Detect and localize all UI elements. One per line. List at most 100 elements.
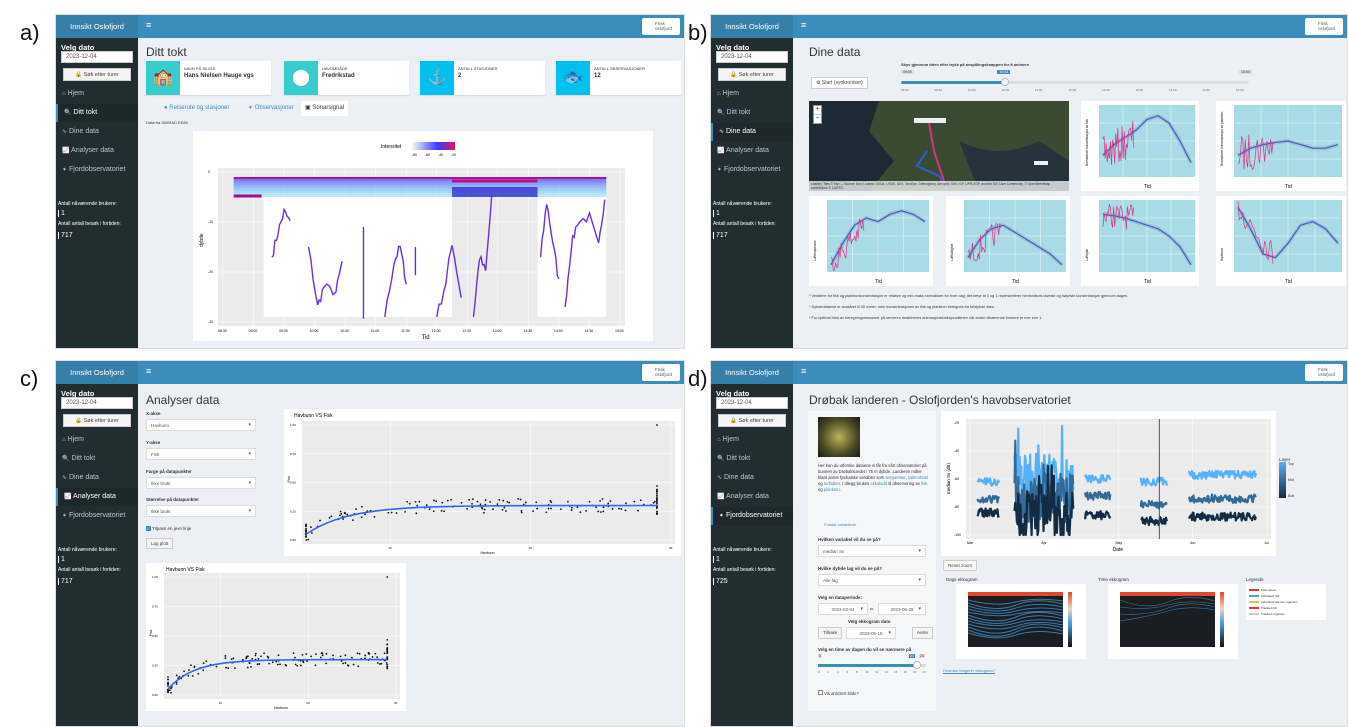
info-box: 🐟 Antall observasjoner 12 [556, 61, 681, 95]
echogram-help-link[interactable]: Hvordan fungerer ekkogram? [943, 668, 996, 673]
sidebar-item-ditt-tokt[interactable]: 🔍 Ditt tokt [711, 104, 793, 122]
reset-zoom-button[interactable]: Reset zoom [943, 560, 978, 571]
sidebar-item-dine-data[interactable]: ∿ Dine data [56, 469, 138, 487]
brand-logo: Frisk oslofjord [642, 364, 680, 381]
sidebar-item-ditt-tokt[interactable]: 🔍 Ditt tokt [711, 450, 793, 468]
x-axis-select[interactable]: Havbunn [146, 419, 256, 431]
link-saltinnhold[interactable]: saltinnhold [907, 475, 928, 480]
info-box-label: Navn på skole [184, 66, 216, 71]
menu-toggle-icon[interactable]: ≡ [146, 20, 152, 30]
link-ekkolodd[interactable]: ekkolodd [870, 481, 888, 486]
size-select[interactable]: Ikke brukt [146, 505, 256, 517]
menu-toggle-icon[interactable]: ≡ [146, 366, 152, 376]
sidebar-item-ditt-tokt[interactable]: 🔍 Ditt tokt [56, 104, 138, 122]
explain-variables-link[interactable]: Forklar variablene [824, 522, 857, 527]
search-trips-button[interactable]: 🔒 Søk etter turer [63, 414, 131, 427]
y-tick-label: 1.00 [152, 575, 158, 579]
time-series-chart: Tid Luftfuktighet [946, 196, 1070, 286]
color-select[interactable]: Ikke brukt [146, 477, 256, 489]
sidebar-item-dine-data[interactable]: ∿ Dine data [711, 469, 793, 487]
data-point [386, 647, 389, 649]
data-point [259, 655, 262, 658]
data-point [602, 506, 605, 509]
data-point [482, 511, 485, 514]
link-plankton[interactable]: plankton [823, 487, 840, 492]
link-temperatur[interactable]: temperatur [885, 475, 906, 480]
scatter-plot: Havbunn VS Fisk 0.00 0.25 0.50 0.75 1.00 10 20 3… [287, 413, 675, 555]
x-axis-label: Tid [1285, 184, 1292, 190]
sidebar: Velg dato 2023-12-04 🔒 Søk etter turer ⌂ Hj… [56, 384, 138, 726]
data-point [395, 512, 398, 514]
data-point [302, 660, 304, 663]
tab-sonarsignal[interactable]: ▣ Sonarsignal [301, 101, 349, 116]
data-point [178, 675, 181, 678]
zoom-out-button[interactable]: − [814, 114, 821, 122]
annotated-image-checkbox[interactable]: Vis annotert bilde? [818, 690, 859, 696]
sidebar-item-hjem[interactable]: ⌂ Hjem [56, 85, 138, 103]
map[interactable]: + − Leaflet | Tiles © Esri — Source: Esr… [809, 101, 1069, 191]
date-input[interactable]: 2023-12-04 [61, 51, 133, 63]
sidebar-item-fjordobservatoriet[interactable]: ➧ Fjordobservatoriet [711, 507, 793, 525]
data-point [305, 653, 308, 655]
start-sync-button[interactable]: ⚙ Start (synkroniser) [811, 77, 868, 89]
sidebar-item-analyser-data[interactable]: 📈 Analyser data [56, 142, 138, 160]
slider-handle[interactable] [1001, 78, 1010, 86]
checkbox-checked-icon: ✓ [146, 526, 151, 531]
date-input[interactable]: 2023-12-04 [61, 397, 133, 409]
y-axis-label: Fisk [149, 629, 153, 636]
next-button[interactable]: neste [912, 627, 934, 639]
date-input[interactable]: 2023-12-04 [716, 51, 788, 63]
echogram-date-input[interactable]: 2023-05-15 [846, 627, 896, 639]
search-trips-button[interactable]: 🔒 Søk etter turer [63, 68, 131, 81]
scatter-plot: Havbunn VS Fisk 0.00 0.25 0.50 0.75 1.00 10 20 3… [149, 567, 400, 710]
period-end-input[interactable]: 2023-06-28 [878, 603, 926, 615]
data-point [656, 485, 658, 487]
sidebar-item-label: Ditt tokt [71, 455, 96, 462]
search-trips-button[interactable]: 🔒 Søk etter turer [718, 68, 786, 81]
y-tick-label: -30 [208, 320, 213, 324]
time-slider[interactable]: 10:43 [901, 70, 1249, 86]
data-point [321, 652, 324, 655]
date-input[interactable]: 2023-12-04 [716, 397, 788, 409]
sidebar-item-fjordobservatoriet[interactable]: ➧ Fjordobservatoriet [56, 507, 138, 525]
sidebar-item-analyser-data[interactable]: 📈 Analyser data [711, 488, 793, 506]
period-start-input[interactable]: 2023-03-04 [818, 603, 868, 615]
variable-select[interactable]: median Sv [818, 545, 926, 557]
echo-layer [967, 603, 1064, 612]
zoom-in-button[interactable]: + [815, 106, 820, 113]
sidebar-item-ditt-tokt[interactable]: 🔍 Ditt tokt [56, 450, 138, 468]
tab-reiserute[interactable]: ● Reiserute og stasjoner [160, 101, 233, 116]
make-plot-button[interactable]: Lag plott [146, 538, 174, 549]
slider-handle[interactable] [913, 661, 921, 669]
link-turbiditet[interactable]: turbiditet [823, 481, 840, 486]
sidebar-item-hjem[interactable]: ⌂ Hjem [711, 431, 793, 449]
sidebar-item-fjordobservatoriet[interactable]: ➧ Fjordobservatoriet [711, 161, 793, 179]
echo-layer [1119, 601, 1216, 609]
menu-toggle-icon[interactable]: ≡ [801, 366, 807, 376]
sidebar-item-fjordobservatoriet[interactable]: ➧ Fjordobservatoriet [56, 161, 138, 179]
search-trips-button[interactable]: 🔒 Søk etter turer [718, 414, 786, 427]
data-point [332, 654, 334, 657]
back-button[interactable]: Tilbake [818, 627, 843, 639]
x-tick-label: Jul [1264, 541, 1269, 545]
legend-label: Fisk school [1261, 588, 1277, 592]
y-axis-select[interactable]: Fisk [146, 448, 256, 460]
sidebar-item-analyser-data[interactable]: 📈 Analyser data [56, 488, 138, 506]
sidebar-item-dine-data[interactable]: ∿ Dine data [56, 123, 138, 141]
y-tick-label: -20 [208, 270, 213, 274]
smooth-checkbox[interactable]: ✓ Tilpass en jevn linje [146, 526, 191, 531]
sidebar-item-dine-data[interactable]: ∿ Dine data [711, 123, 793, 141]
sidebar-item-hjem[interactable]: ⌂ Hjem [56, 431, 138, 449]
observed-line [1237, 134, 1274, 171]
data-point [167, 681, 169, 684]
tab-observasjoner[interactable]: ➧ Observasjoner [244, 101, 298, 116]
layer-select[interactable]: Alle lag [818, 574, 926, 586]
hour-slider[interactable] [818, 661, 926, 669]
smooth-line [1237, 206, 1339, 259]
data-point [476, 500, 479, 503]
menu-toggle-icon[interactable]: ≡ [801, 20, 807, 30]
checkbox[interactable] [818, 690, 823, 695]
link-fisk[interactable]: fisk [921, 481, 928, 486]
sidebar-item-hjem[interactable]: ⌂ Hjem [711, 85, 793, 103]
sidebar-item-analyser-data[interactable]: 📈 Analyser data [711, 142, 793, 160]
